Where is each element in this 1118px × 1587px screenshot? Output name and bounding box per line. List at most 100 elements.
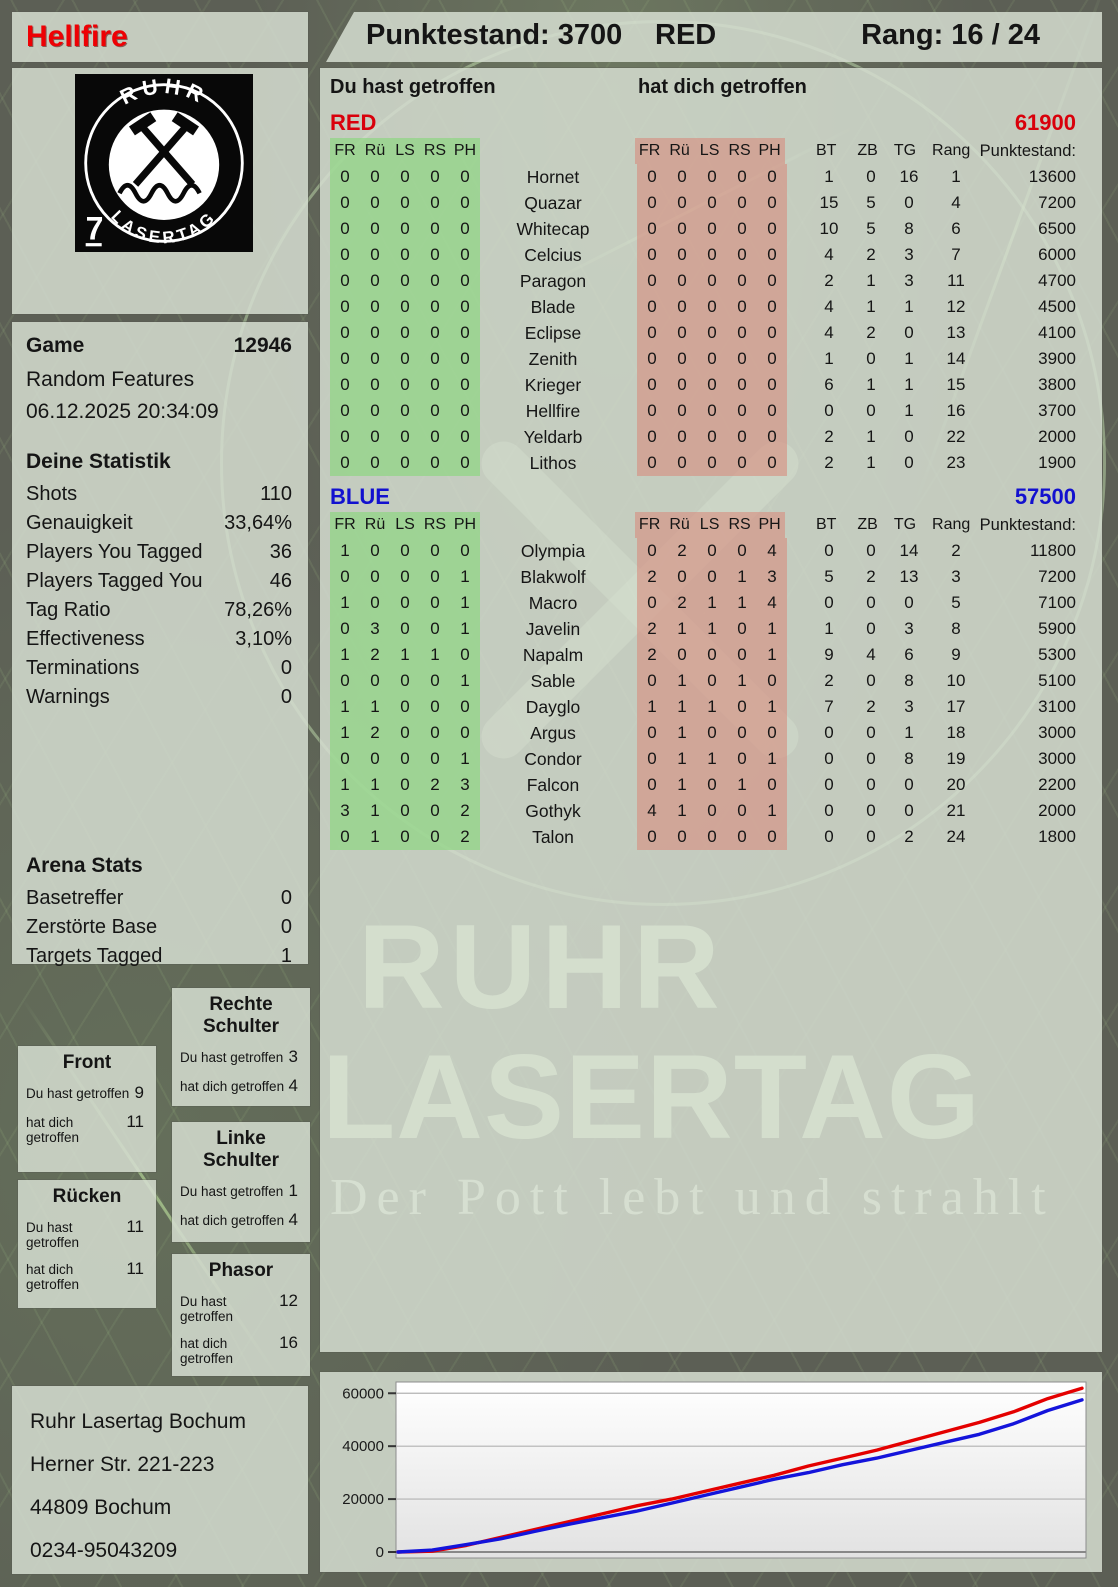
you-hit-cells: 0 0 0 0 0 [330, 242, 480, 268]
you-hit-value: 1 [460, 619, 470, 638]
hitzone-them-value: 4 [288, 1076, 298, 1095]
you-hit-value: 0 [430, 593, 440, 612]
player-score: 1800 [1038, 827, 1076, 846]
bt-value: 0 [824, 541, 834, 560]
them-hit-value: 1 [677, 749, 687, 768]
zb-value: 1 [866, 297, 876, 316]
you-hit-value: 0 [460, 219, 470, 238]
player-score: 4500 [1038, 297, 1076, 316]
them-hit-value: 1 [707, 749, 717, 768]
them-hit-value: 0 [767, 167, 777, 186]
you-hit-value: 0 [340, 375, 350, 394]
them-hit-value: 0 [737, 827, 747, 846]
them-hit-value: 0 [737, 349, 747, 368]
them-hit-value: 0 [707, 801, 717, 820]
them-hit-value: 1 [707, 593, 717, 612]
them-hit-value: 0 [647, 671, 657, 690]
player-name: Dayglo [525, 697, 581, 717]
stat-value: 46 [269, 570, 292, 592]
stat-col-header: TG [893, 516, 917, 533]
rang-value: 17 [946, 697, 966, 716]
you-hit-value: 1 [460, 749, 470, 768]
zone-col-header: LS [699, 142, 720, 159]
rang-value: 21 [946, 801, 966, 820]
you-hit-value: 0 [430, 349, 440, 368]
you-hit-value: 0 [460, 375, 470, 394]
bt-value: 4 [824, 297, 834, 316]
you-hit-value: 0 [430, 827, 440, 846]
player-name: Sable [530, 671, 576, 691]
them-hit-value: 0 [767, 375, 777, 394]
stat-label: Basetreffer [26, 887, 124, 909]
them-hit-value: 1 [677, 801, 687, 820]
you-hit-cells: 0 0 0 0 0 [330, 398, 480, 424]
you-hit-value: 1 [340, 541, 350, 560]
them-hit-value: 0 [647, 453, 657, 472]
them-hit-value: 0 [707, 193, 717, 212]
you-hit-value: 0 [460, 297, 470, 316]
them-hit-value: 4 [767, 593, 777, 612]
player-name: Hellfire [525, 401, 581, 421]
you-hit-value: 0 [460, 323, 470, 342]
hitzone-title: Phasor [208, 1260, 274, 1281]
zb-value: 0 [866, 541, 876, 560]
player-name: Paragon [519, 271, 587, 291]
you-hit-value: 1 [370, 775, 380, 794]
player-score: 4700 [1038, 271, 1076, 290]
zone-col-header: PH [758, 142, 781, 159]
stat-value: 33,64% [224, 512, 292, 534]
you-hit-value: 0 [400, 297, 410, 316]
stat-row: Warnings 0 [26, 683, 292, 712]
them-hit-cells: 4 1 0 0 1 [637, 798, 787, 824]
column-header-row: FR Rü LS RS PH FR Rü LS RS PH BT ZB TG Rang Punktestan… [320, 512, 1102, 538]
you-hit-value: 0 [370, 349, 380, 368]
bt-value: 6 [824, 375, 834, 394]
them-hit-value: 0 [767, 427, 777, 446]
team-tables: RED 61900 FR Rü LS RS PH FR Rü LS RS PH BT ZB TG Rang Pu… [320, 108, 1102, 850]
team-section-red: RED 61900 FR Rü LS RS PH FR Rü LS RS PH BT ZB TG Rang Pu… [320, 108, 1102, 476]
them-hit-value: 0 [707, 297, 717, 316]
stat-row: Zerstörte Base 0 [26, 913, 292, 942]
scoreboard-row: 0 0 0 0 0 Paragon 0 0 0 0 0 2 1 3 11 4700 [320, 268, 1102, 294]
you-hit-value: 0 [400, 245, 410, 264]
stat-row: Tag Ratio 78,26% [26, 596, 292, 625]
rang-value: 8 [951, 619, 961, 638]
them-hit-value: 0 [767, 193, 777, 212]
them-hit-cells: 2 0 0 1 3 [637, 564, 787, 590]
series-line-blue [396, 1398, 1084, 1554]
scoreboard-row: 1 0 0 0 1 Macro 0 2 1 1 4 0 0 0 5 7100 [320, 590, 1102, 616]
you-hit-value: 3 [460, 775, 470, 794]
them-hit-cells: 0 0 0 0 0 [637, 268, 787, 294]
player-name: Falcon [526, 775, 580, 795]
hitzone-you-label: Du hast getroffen [26, 1086, 130, 1101]
logo-panel: RUHR LASERTAG 7 [12, 68, 308, 314]
you-hit-value: 0 [340, 671, 350, 690]
you-hit-value: 0 [400, 749, 410, 768]
them-hit-value: 0 [677, 193, 687, 212]
stat-value: 0 [280, 657, 292, 679]
zone-col-header: RS [728, 142, 751, 159]
hitzone-you-row: Du hast getroffen 11 [26, 1217, 148, 1250]
zone-col-header: RS [423, 516, 447, 533]
you-hit-value: 0 [430, 671, 440, 690]
bt-value: 5 [824, 567, 834, 586]
hitzone-box-linke-schulter: Linke Schulter Du hast getroffen 1 hat dich… [172, 1122, 310, 1242]
zone-col-header: RS [728, 516, 751, 533]
player-score: 4100 [1038, 323, 1076, 342]
score-header-panel: Punktestand: 3700 RED Rang: 16 / 24 [326, 12, 1102, 62]
hitzone-you-value: 3 [288, 1047, 298, 1066]
stat-label: Zerstörte Base [26, 916, 158, 938]
zb-value: 0 [866, 619, 876, 638]
them-hit-value: 0 [647, 297, 657, 316]
you-hit-value: 0 [340, 297, 350, 316]
you-hit-value: 0 [430, 167, 440, 186]
scoreboard-row: 0 0 0 0 0 Blade 0 0 0 0 0 4 1 1 12 4500 [320, 294, 1102, 320]
you-hit-value: 0 [430, 453, 440, 472]
y-tick-label: 60000 [342, 1385, 384, 1402]
them-hit-value: 0 [737, 749, 747, 768]
them-hit-value: 0 [647, 827, 657, 846]
rang-value: 2 [951, 541, 961, 560]
hitzone-them-label: hat dich getroffen [26, 1262, 80, 1292]
you-hit-value: 0 [370, 271, 380, 290]
